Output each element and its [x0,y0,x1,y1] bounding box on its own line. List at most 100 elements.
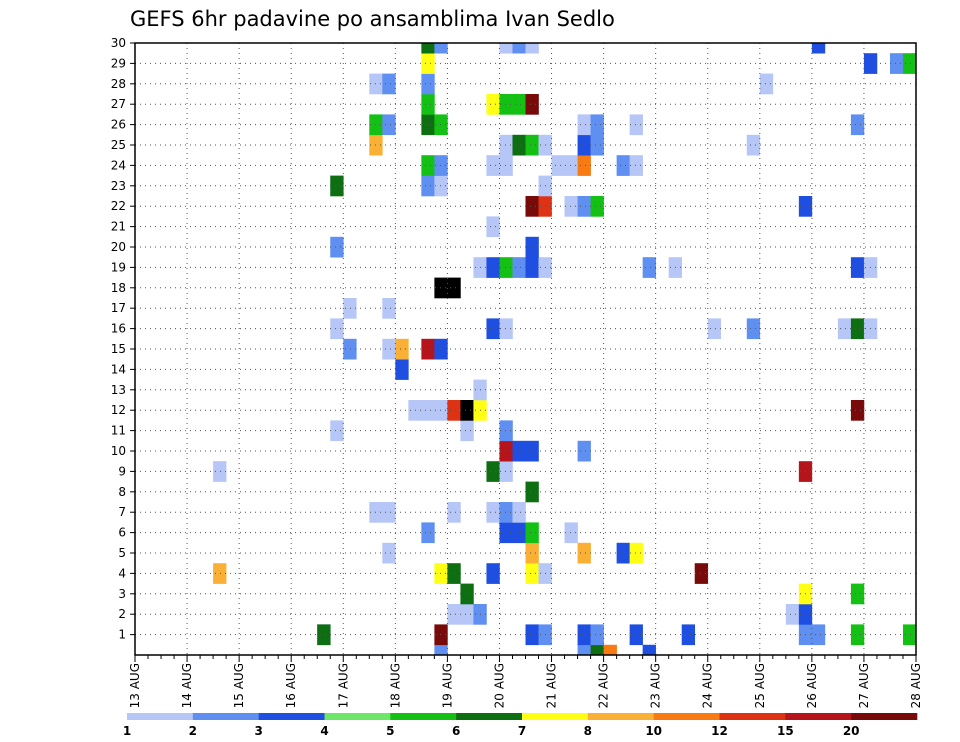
precip-cell [889,53,904,74]
precip-cell [330,236,344,258]
precip-cell [486,502,500,523]
precip-cell [499,522,513,544]
precip-cell [551,155,565,176]
precip-cell [317,624,331,646]
precip-cell [421,73,435,95]
precip-cell [525,257,539,278]
precip-cell [746,134,761,156]
precip-cell [525,43,539,54]
precip-cell [564,196,578,217]
precip-cell [512,94,526,115]
y-tick-label: 5 [118,546,126,560]
precip-cell [512,440,526,462]
precip-cell [642,644,656,656]
precip-cell [486,94,500,115]
precip-cell [811,43,826,54]
precip-cell [382,73,396,95]
y-tick-label: 11 [111,424,126,438]
precip-cell [434,400,448,421]
precip-cell [525,236,539,258]
colorbar-label: 4 [320,724,328,738]
x-tick-label: 23 AUG [649,663,663,708]
precip-cell [499,420,513,442]
precip-cell [525,440,539,462]
precip-cell [525,624,539,646]
precip-cell [850,114,865,136]
precip-cell [460,420,474,442]
precip-cell [447,502,461,523]
precip-cell [434,43,448,54]
precip-cell [421,94,435,115]
precip-cell [902,53,917,74]
precip-cell [434,175,448,197]
precip-cell [330,318,344,340]
precip-cell [486,257,500,278]
x-tick-label: 15 AUG [232,663,246,708]
colorbar-segment [522,713,589,720]
precip-cell [447,604,461,625]
precip-cell [564,522,578,544]
x-tick-label: 22 AUG [597,663,611,708]
precip-cell [382,542,396,564]
colorbar-segment [258,713,325,720]
y-tick-label: 6 [118,526,126,540]
precip-cell [499,43,513,54]
precip-cell [525,563,539,584]
precip-cell [577,196,591,217]
precip-cell [850,624,865,646]
precip-cell [642,257,656,278]
precip-cell [434,155,448,176]
x-tick-label: 13 AUG [128,663,142,708]
precip-cell [590,624,604,646]
x-tick-label: 17 AUG [336,663,350,708]
precip-cell [707,318,722,340]
precip-cell [512,522,526,544]
precip-cell [577,644,591,656]
precip-cell [902,624,917,646]
precip-cell [434,644,448,656]
precip-cell [577,440,591,462]
precip-cell [629,114,643,136]
x-tick-label: 25 AUG [753,663,767,708]
x-tick-label: 28 AUG [909,663,923,708]
chart-title: GEFS 6hr padavine po ansamblima Ivan Sed… [130,7,615,31]
precip-cell [512,257,526,278]
precip-cell [499,257,513,278]
precip-cell [694,563,709,584]
y-tick-label: 14 [111,362,126,376]
precip-cell [434,277,448,299]
precip-cell [759,73,774,95]
colorbar-label: 15 [777,724,794,738]
precip-cell [213,461,227,482]
precip-cell [499,155,513,176]
precip-cell [434,563,448,584]
y-tick-label: 12 [111,403,126,417]
colorbar-label: 1 [123,724,131,738]
colorbar-label: 10 [645,724,662,738]
precip-cell [525,94,539,115]
precip-cell [629,624,643,646]
y-tick-label: 29 [111,56,126,70]
colorbar-segment [851,713,918,720]
x-tick-label: 16 AUG [284,663,298,708]
y-tick-label: 21 [111,220,126,234]
precip-cell [499,134,513,156]
precip-cell [577,155,591,176]
precip-cell [499,318,513,340]
colorbar-label: 6 [452,724,460,738]
precip-cell [499,94,513,115]
precip-cell [421,522,435,544]
colorbar-segment [719,713,786,720]
precip-cell [382,338,396,360]
precip-cell [447,563,461,584]
precip-cell [577,542,591,564]
colorbar-label: 20 [843,724,860,738]
precip-cell [850,400,865,421]
x-tick-label: 20 AUG [492,663,506,708]
precip-cell [382,114,396,136]
y-tick-label: 15 [111,342,126,356]
precip-cell [577,624,591,646]
precip-cell [499,502,513,523]
precip-cell [486,216,500,238]
